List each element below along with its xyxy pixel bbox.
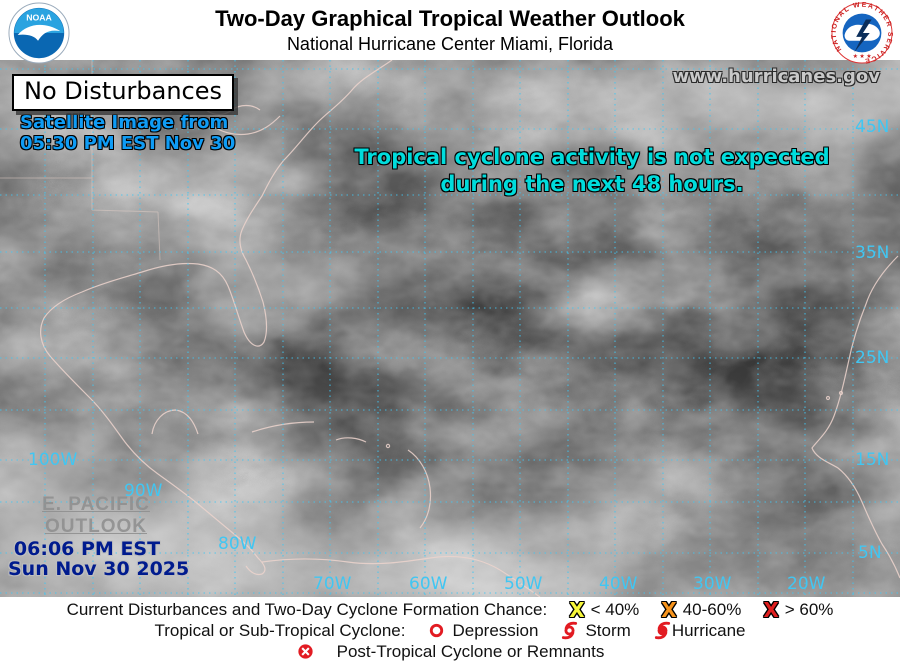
outlook-message-line2: during the next 48 hours. xyxy=(440,172,744,196)
post-tropical-label: Post-Tropical Cyclone or Remnants xyxy=(336,641,605,661)
legend-cyclone-type-row: Tropical or Sub-Tropical Cyclone: Depres… xyxy=(0,620,900,641)
issuance-date: Sun Nov 30 2025 xyxy=(8,558,190,580)
formation-chance-label: Current Disturbances and Two-Day Cyclone… xyxy=(66,599,548,619)
outlook-message: Tropical cyclone activity is not expecte… xyxy=(292,144,892,198)
satellite-caption-line1: Satellite Image from xyxy=(20,112,229,133)
lat-label-35n: 35N xyxy=(855,243,890,263)
lon-label-30w: 30W xyxy=(693,574,732,594)
lat-label-15n: 15N xyxy=(855,450,890,470)
satellite-map: No Disturbances Satellite Image from 05:… xyxy=(0,60,900,597)
lon-label-50w: 50W xyxy=(504,574,543,594)
tropical-storm-icon xyxy=(562,621,578,640)
post-tropical-icon xyxy=(298,644,313,659)
depression-icon xyxy=(430,623,444,638)
nws-logo-icon[interactable]: NATIONAL WEATHER SERVICE ★ ★ ★ xyxy=(831,2,893,64)
depression-label: Depression xyxy=(452,620,539,640)
hurricanes-gov-link[interactable]: www.hurricanes.gov xyxy=(672,66,880,87)
page-header: Two-Day Graphical Tropical Weather Outlo… xyxy=(0,0,900,64)
lon-label-100w: 100W xyxy=(28,450,78,470)
chance-medium-x-icon: X xyxy=(661,597,677,622)
chance-low-label: < 40% xyxy=(590,599,640,619)
latlon-grid xyxy=(0,60,900,597)
lon-label-70w: 70W xyxy=(313,574,352,594)
storm-label: Storm xyxy=(585,620,631,640)
lat-label-5n: 5N xyxy=(858,543,882,563)
legend-post-tropical-row: Post-Tropical Cyclone or Remnants xyxy=(0,641,900,662)
issuance-time: 06:06 PM EST xyxy=(13,538,161,560)
chance-low-x-icon: X xyxy=(569,597,585,622)
satellite-caption-line2: 05:30 PM EST Nov 30 xyxy=(20,133,236,154)
issuance-timestamp: 06:06 PM EST Sun Nov 30 2025 xyxy=(8,538,190,580)
satellite-caption: Satellite Image from 05:30 PM EST Nov 30 xyxy=(20,112,235,154)
status-badge: No Disturbances xyxy=(12,74,235,111)
svg-text:★ ★ ★: ★ ★ ★ xyxy=(853,53,872,60)
lon-label-40w: 40W xyxy=(599,574,638,594)
hurricane-icon xyxy=(654,621,670,640)
outlook-message-line1: Tropical cyclone activity is not expecte… xyxy=(354,145,830,169)
cyclone-type-label: Tropical or Sub-Tropical Cyclone: xyxy=(154,620,406,640)
lat-label-45n: 45N xyxy=(855,117,890,137)
hurricane-label: Hurricane xyxy=(671,620,746,640)
east-pacific-outlook-link[interactable]: E. PACIFIC OUTLOOK xyxy=(36,494,156,538)
legend: Current Disturbances and Two-Day Cyclone… xyxy=(0,597,900,665)
lon-label-20w: 20W xyxy=(787,574,826,594)
east-pacific-link-line1: E. PACIFIC xyxy=(42,494,150,515)
chance-medium-label: 40-60% xyxy=(682,599,742,619)
svg-text:NOAA: NOAA xyxy=(26,12,52,22)
chance-high-x-icon: X xyxy=(763,597,779,622)
lat-label-25n: 25N xyxy=(855,348,890,368)
page-title: Two-Day Graphical Tropical Weather Outlo… xyxy=(215,6,685,31)
noaa-logo-icon[interactable]: NOAA xyxy=(8,2,70,64)
east-pacific-link-line2: OUTLOOK xyxy=(45,516,147,537)
chance-high-label: > 60% xyxy=(784,599,834,619)
legend-formation-chance-row: Current Disturbances and Two-Day Cyclone… xyxy=(0,599,900,620)
lon-label-60w: 60W xyxy=(409,574,448,594)
lon-label-80w: 80W xyxy=(218,534,257,554)
page-subtitle: National Hurricane Center Miami, Florida xyxy=(286,34,614,54)
